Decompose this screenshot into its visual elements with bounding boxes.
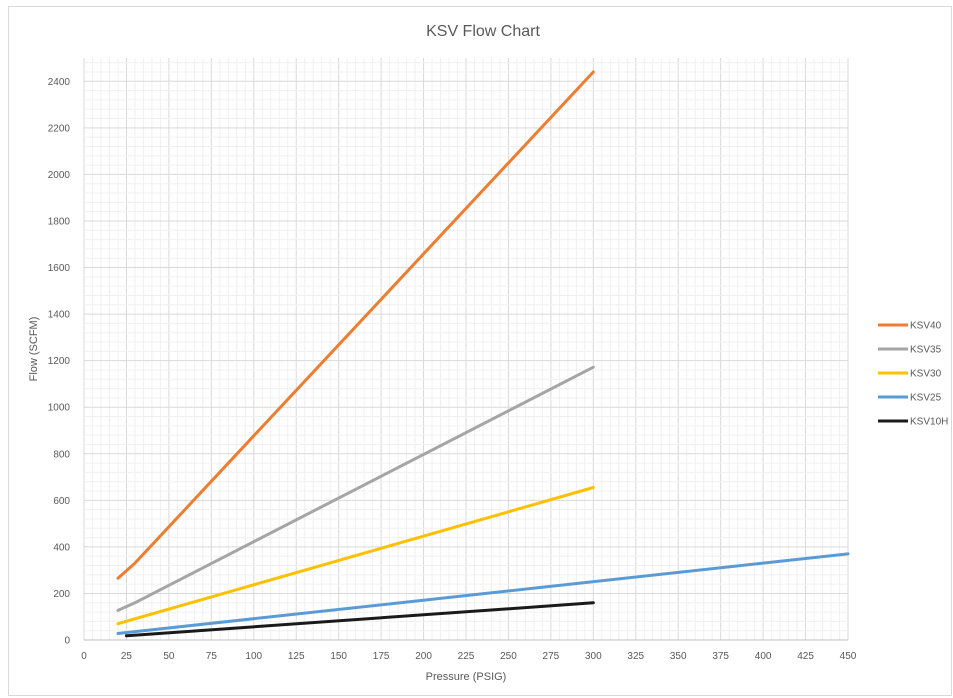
x-tick-label: 100 [245,651,262,662]
y-tick-label: 1000 [48,403,71,414]
x-tick-label: 325 [627,651,644,662]
chart-frame [8,6,952,696]
x-tick-label: 275 [543,651,560,662]
series-line-ksv10h [124,601,595,638]
y-tick-label: 1800 [48,216,71,227]
x-tick-label: 450 [840,651,857,662]
series-line-ksv40 [116,70,595,580]
grid [83,58,849,641]
x-tick-label: 125 [288,651,305,662]
legend-label-ksv30: KSV30 [910,369,942,380]
y-tick-label: 2200 [48,123,71,134]
x-tick-label: 425 [797,651,814,662]
y-tick-label: 200 [53,589,70,600]
x-tick-label: 250 [500,651,517,662]
y-axis-label: Flow (SCFM) [28,317,40,382]
series-line-ksv25 [116,552,850,635]
x-tick-label: 375 [712,651,729,662]
x-tick-label: 25 [121,651,133,662]
x-tick-label: 225 [458,651,475,662]
x-tick-label: 300 [585,651,602,662]
series-line-ksv30 [116,486,595,626]
chart-title: KSV Flow Chart [426,23,540,40]
legend: KSV40 KSV35 KSV30 KSV25 KSV10H [878,321,948,428]
x-tick-label: 200 [415,651,432,662]
y-tick-label: 2400 [48,77,71,88]
x-tick-label: 350 [670,651,687,662]
y-tick-label: 1600 [48,263,71,274]
x-tick-label: 0 [81,651,87,662]
x-axis-label: Pressure (PSIG) [426,671,507,683]
y-tick-label: 2000 [48,170,71,181]
x-tick-labels: 0 25 50 75 100 125 150 175 200 225 250 275 300 325 350… [81,651,857,662]
y-tick-label: 800 [53,449,70,460]
y-tick-label: 1200 [48,356,71,367]
legend-label-ksv40: KSV40 [910,321,942,332]
x-tick-label: 75 [206,651,218,662]
legend-label-ksv10h: KSV10H [910,417,948,428]
x-tick-label: 400 [755,651,772,662]
y-tick-label: 0 [64,636,70,647]
series-line-ksv35 [116,365,595,612]
y-tick-label: 400 [53,542,70,553]
x-tick-label: 50 [163,651,175,662]
y-tick-label: 600 [53,496,70,507]
x-tick-label: 175 [373,651,390,662]
y-tick-labels: 0 200 400 600 800 1000 1200 1400 1600 1800 2000 220… [48,77,71,647]
y-tick-label: 1400 [48,310,71,321]
legend-label-ksv35: KSV35 [910,345,942,356]
legend-label-ksv25: KSV25 [910,393,942,404]
series-lines [116,70,850,638]
x-tick-label: 150 [330,651,347,662]
